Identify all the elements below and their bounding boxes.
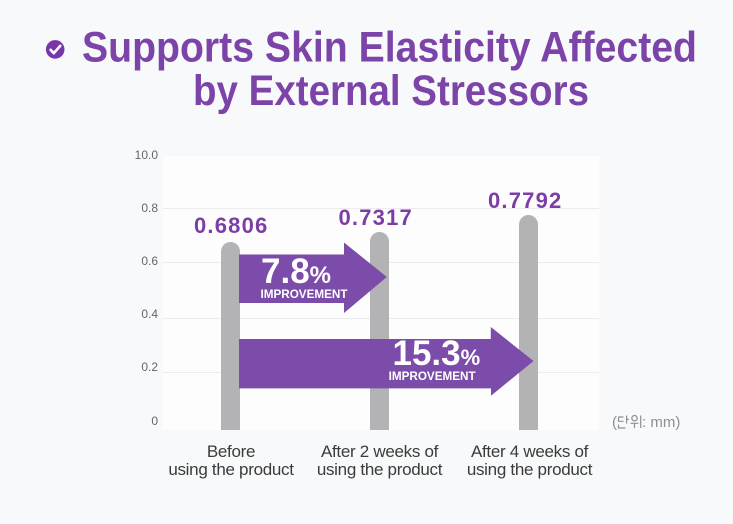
svg-text:Supports Skin Elasticity Affec: Supports Skin Elasticity Affected [82,24,697,72]
svg-text:by External Stressors: by External Stressors [193,67,589,115]
